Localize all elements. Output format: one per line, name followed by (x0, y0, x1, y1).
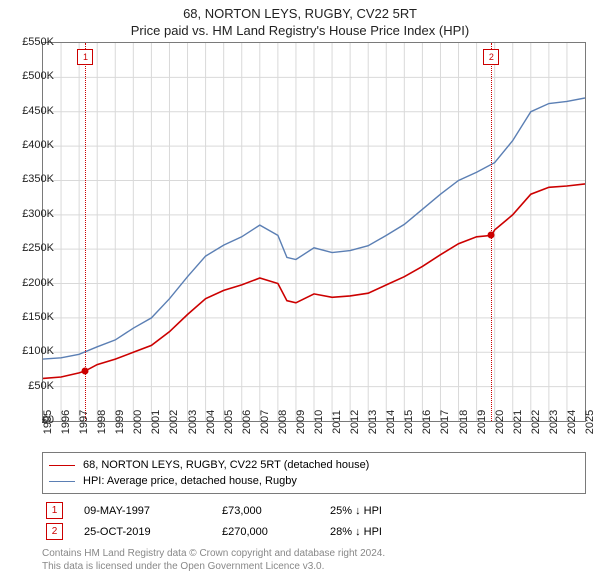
x-tick-label: 2002 (168, 410, 180, 434)
x-tick-label: 2010 (313, 410, 325, 434)
x-tick-label: 2022 (530, 410, 542, 434)
annotation-number-box: 2 (46, 523, 63, 540)
footer-line1: Contains HM Land Registry data © Crown c… (42, 548, 586, 561)
marker-line-1 (85, 43, 86, 421)
x-tick-label: 1997 (78, 410, 90, 434)
annotation-table: 1 09-MAY-1997£73,00025% ↓ HPI 2 25-OCT-2019… (42, 500, 586, 542)
annotation-date: 25-OCT-2019 (80, 521, 218, 542)
y-tick-label: £350K (14, 173, 54, 185)
x-tick-label: 2009 (295, 410, 307, 434)
marker-dot-1 (82, 367, 89, 374)
x-tick-label: 1999 (114, 410, 126, 434)
x-tick-label: 2020 (494, 410, 506, 434)
footer-attribution: Contains HM Land Registry data © Crown c… (42, 548, 586, 573)
y-tick-label: £500K (14, 70, 54, 82)
x-tick-label: 2007 (259, 410, 271, 434)
x-tick-label: 2008 (277, 410, 289, 434)
footer-line2: This data is licensed under the Open Gov… (42, 561, 586, 573)
y-tick-label: £200K (14, 277, 54, 289)
chart-container: 68, NORTON LEYS, RUGBY, CV22 5RT Price p… (0, 0, 600, 560)
x-tick-label: 2013 (367, 410, 379, 434)
x-tick-label: 2021 (512, 410, 524, 434)
annotation-date: 09-MAY-1997 (80, 500, 218, 521)
legend: 68, NORTON LEYS, RUGBY, CV22 5RT (detach… (42, 452, 586, 494)
x-tick-label: 2017 (439, 410, 451, 434)
y-tick-label: £400K (14, 139, 54, 151)
x-tick-label: 2001 (150, 410, 162, 434)
legend-swatch (49, 465, 75, 466)
x-tick-label: 1995 (42, 410, 54, 434)
marker-box-1: 1 (77, 49, 93, 65)
annotation-row: 1 09-MAY-1997£73,00025% ↓ HPI (42, 500, 586, 521)
x-tick-label: 2012 (349, 410, 361, 434)
y-tick-label: £450K (14, 105, 54, 117)
x-tick-label: 2006 (241, 410, 253, 434)
y-tick-label: £50K (14, 380, 54, 392)
x-tick-label: 1998 (96, 410, 108, 434)
annotation-number-box: 1 (46, 502, 63, 519)
x-tick-label: 2025 (584, 410, 596, 434)
x-tick-label: 2019 (476, 410, 488, 434)
legend-label: 68, NORTON LEYS, RUGBY, CV22 5RT (detach… (83, 459, 369, 471)
x-tick-label: 2000 (132, 410, 144, 434)
x-tick-label: 2024 (566, 410, 578, 434)
x-tick-label: 1996 (60, 410, 72, 434)
annotation-pct: 25% ↓ HPI (326, 500, 586, 521)
x-tick-label: 2011 (331, 410, 343, 434)
x-tick-label: 2014 (385, 410, 397, 434)
legend-item-hpi: HPI: Average price, detached house, Rugb… (49, 473, 579, 489)
x-tick-label: 2015 (403, 410, 415, 434)
marker-box-2: 2 (483, 49, 499, 65)
legend-label: HPI: Average price, detached house, Rugb… (83, 475, 297, 487)
x-tick-label: 2023 (548, 410, 560, 434)
chart-svg (43, 43, 585, 421)
chart-title-line1: 68, NORTON LEYS, RUGBY, CV22 5RT (0, 0, 600, 21)
x-tick-label: 2018 (458, 410, 470, 434)
annotation-row: 2 25-OCT-2019£270,00028% ↓ HPI (42, 521, 586, 542)
legend-swatch (49, 481, 75, 482)
annotation-price: £73,000 (218, 500, 326, 521)
legend-item-property: 68, NORTON LEYS, RUGBY, CV22 5RT (detach… (49, 457, 579, 473)
x-tick-label: 2005 (223, 410, 235, 434)
annotation-price: £270,000 (218, 521, 326, 542)
x-tick-label: 2003 (187, 410, 199, 434)
x-tick-label: 2016 (421, 410, 433, 434)
y-tick-label: £550K (14, 36, 54, 48)
y-tick-label: £100K (14, 345, 54, 357)
marker-dot-2 (488, 232, 495, 239)
chart-plot-area: 12 (42, 42, 586, 422)
y-tick-label: £150K (14, 311, 54, 323)
y-tick-label: £300K (14, 208, 54, 220)
x-tick-label: 2004 (205, 410, 217, 434)
annotation-pct: 28% ↓ HPI (326, 521, 586, 542)
y-tick-label: £250K (14, 242, 54, 254)
chart-title-line2: Price paid vs. HM Land Registry's House … (0, 21, 600, 42)
